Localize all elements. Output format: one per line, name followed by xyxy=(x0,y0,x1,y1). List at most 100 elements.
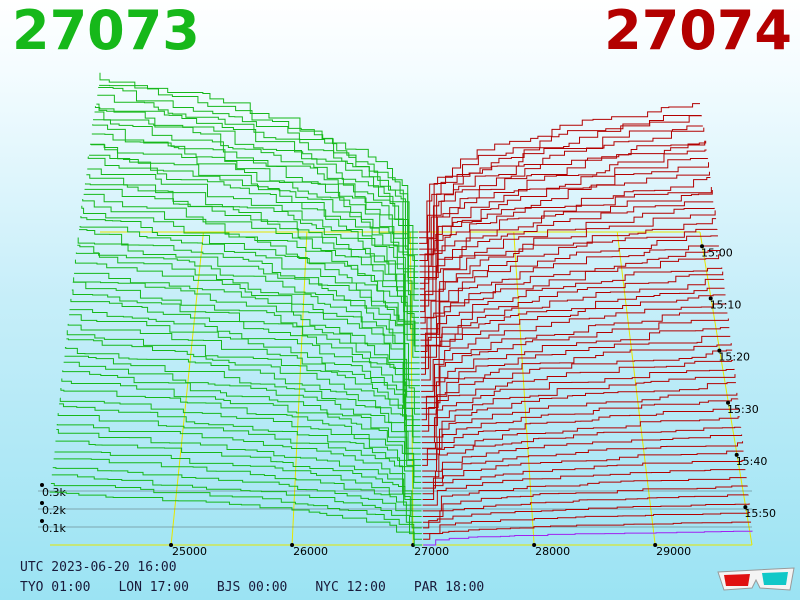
3d-glasses-icon[interactable] xyxy=(716,564,796,594)
ask-depth-line xyxy=(419,171,710,290)
ask-depth-line xyxy=(420,271,724,370)
ask-depth-line xyxy=(421,343,732,421)
ask-depth-line xyxy=(422,503,750,529)
bid-depth-line xyxy=(51,474,422,535)
bid-depth-line xyxy=(67,323,421,432)
bid-depth-line xyxy=(57,413,422,495)
bid-depth-line xyxy=(69,309,421,421)
time-tick-label: 15:30 xyxy=(727,403,759,416)
bid-depth-line xyxy=(94,106,419,261)
bid-depth-line xyxy=(83,193,420,335)
ask-depth-line xyxy=(422,398,739,461)
ask-depth-line xyxy=(422,408,740,466)
zone-bjs: BJS 00:00 xyxy=(216,580,288,595)
ask-price: 27074 xyxy=(604,0,792,62)
ask-depth-line xyxy=(419,149,707,273)
ask-depth-line xyxy=(419,140,706,261)
time-tick-dot xyxy=(734,452,739,457)
bid-depth-line xyxy=(56,424,422,500)
volume-tick-dot xyxy=(40,519,44,523)
ask-depth-line xyxy=(419,140,707,267)
ask-depth-line xyxy=(418,103,700,233)
time-tick-label: 15:10 xyxy=(710,298,742,311)
ask-depth-line xyxy=(421,327,730,409)
bid-depth-line xyxy=(74,259,420,387)
ask-depth-line xyxy=(422,485,748,518)
bid-depth-line xyxy=(75,252,420,381)
ask-depth-line xyxy=(421,382,736,449)
bid-depth-line xyxy=(60,387,422,478)
ask-depth-line xyxy=(419,125,703,250)
ask-depth-line xyxy=(419,162,710,284)
bid-depth-line xyxy=(55,440,422,512)
ask-depth-line xyxy=(423,530,753,546)
bid-depth-line xyxy=(66,330,421,438)
grid-price-line xyxy=(291,231,308,546)
ask-depth-line xyxy=(420,201,714,313)
bid-depth-line xyxy=(72,281,421,404)
price-tick-label: 25000 xyxy=(172,545,207,558)
bid-depth-line xyxy=(73,277,421,398)
ask-depth-line xyxy=(422,434,743,483)
bid-depth-line xyxy=(77,244,420,375)
ask-depth-line xyxy=(421,392,738,455)
ask-depth-line xyxy=(419,190,713,307)
ask-depth-line xyxy=(423,512,751,535)
ask-depth-line xyxy=(419,115,702,244)
ask-depth-line xyxy=(422,477,747,512)
ask-depth-line xyxy=(420,235,718,341)
price-tick-label: 28000 xyxy=(535,545,570,558)
bid-price: 27073 xyxy=(12,0,200,62)
volume-tick-label: 0.2k xyxy=(42,504,66,517)
price-tick-dot xyxy=(532,543,537,547)
bid-depth-line xyxy=(93,119,419,273)
bid-depth-line xyxy=(59,397,422,483)
bid-depth-line xyxy=(52,467,422,529)
bid-depth-line xyxy=(89,154,419,301)
ask-depth-line xyxy=(421,318,729,404)
bid-depth-line xyxy=(74,272,421,392)
ask-depth-line xyxy=(420,287,725,381)
ask-depth-line xyxy=(419,114,701,239)
bid-depth-line xyxy=(49,491,422,546)
ask-depth-line xyxy=(420,267,723,364)
price-tick-label: 26000 xyxy=(293,545,328,558)
time-tick-dot xyxy=(743,505,748,510)
timezone-row: TYO 01:00 LON 17:00 BJS 00:00 NYC 12:00 … xyxy=(20,580,484,595)
ask-depth-line xyxy=(421,349,733,426)
volume-tick-dot xyxy=(40,483,44,487)
price-tick-dot xyxy=(290,543,295,547)
ask-depth-line xyxy=(420,207,715,318)
grid-time-axis xyxy=(699,231,753,546)
ask-depth-line xyxy=(422,441,744,489)
zone-nyc: NYC 12:00 xyxy=(315,580,386,595)
bid-depth-line xyxy=(94,111,419,267)
ask-depth-line xyxy=(421,359,734,432)
bid-depth-line xyxy=(98,87,419,244)
volume-tick-label: 0.1k xyxy=(42,522,66,535)
ask-depth-line xyxy=(420,218,717,330)
ask-depth-line xyxy=(421,374,736,444)
bid-depth-line xyxy=(90,144,419,290)
bid-depth-line xyxy=(64,347,421,449)
ask-depth-line xyxy=(420,278,725,375)
bid-depth-line xyxy=(86,174,420,318)
time-tick-dot xyxy=(717,348,722,353)
bid-depth-line xyxy=(71,289,421,409)
time-tick-label: 15:40 xyxy=(736,455,768,468)
bid-depth-line xyxy=(50,483,422,540)
bid-depth-line xyxy=(64,355,421,455)
ask-depth-line xyxy=(420,245,719,347)
ask-depth-line xyxy=(422,450,744,495)
ask-depth-line xyxy=(421,294,726,387)
price-tick-label: 29000 xyxy=(656,545,691,558)
ask-depth-line xyxy=(422,494,749,523)
ask-depth-line xyxy=(420,249,721,353)
zone-tyo: TYO 01:00 xyxy=(20,580,91,595)
time-tick-dot xyxy=(700,244,705,249)
ask-depth-line xyxy=(421,312,728,398)
time-tick-label: 15:20 xyxy=(718,351,750,364)
bid-depth-line xyxy=(87,156,419,307)
ask-depth-line xyxy=(419,176,711,296)
depth-chart: 25000 26000 27000 28000 290000.1k0.2k0.3k15:… xyxy=(38,72,776,558)
